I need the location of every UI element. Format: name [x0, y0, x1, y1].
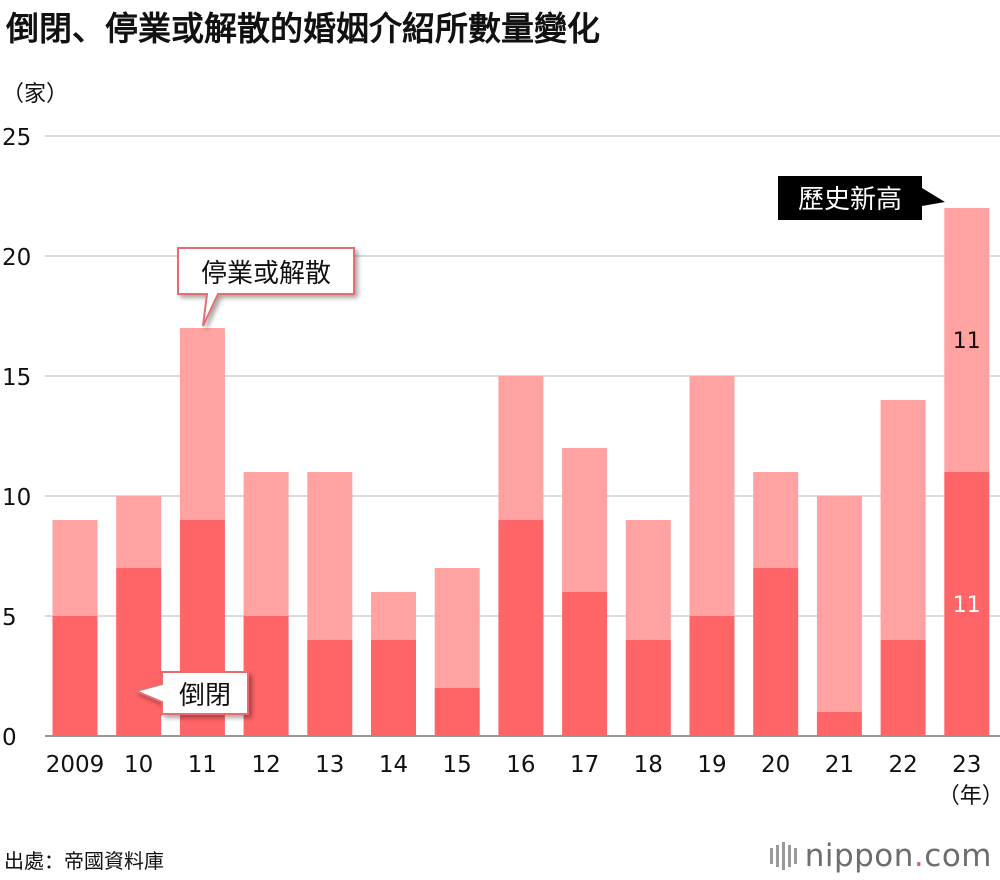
x-tick-label: 15 [443, 752, 472, 778]
x-tick-label: 21 [825, 752, 854, 778]
callout-bankrupt-box [132, 671, 249, 715]
bar-closed [689, 376, 735, 616]
x-tick-label: 10 [124, 752, 153, 778]
logo-mark-icon [769, 842, 797, 870]
callout-record-box [778, 176, 945, 220]
bar-bankrupt [944, 472, 990, 736]
bars [52, 208, 990, 736]
callout-bankrupt-text: 倒閉 [179, 681, 231, 711]
x-tick-label: 13 [315, 752, 344, 778]
nippon-logo: nippon.com [769, 838, 992, 874]
data-label: 11 [953, 593, 981, 618]
bar-bankrupt [52, 616, 98, 736]
x-tick-label: 23 [952, 752, 981, 778]
bar-closed [562, 448, 608, 592]
bar-closed [753, 472, 799, 568]
bar-closed [816, 496, 862, 712]
x-tick-label: 22 [888, 752, 917, 778]
callout-bankrupt: 倒閉 [132, 671, 249, 715]
callout-record-text: 歷史新高 [798, 185, 902, 215]
y-axis-ticks: 0 5 10 15 20 25 [2, 125, 31, 751]
bar-bankrupt [625, 640, 671, 736]
y-axis-unit-label: （家） [2, 82, 69, 107]
y-tick-label: 10 [2, 485, 31, 511]
y-tick-label: 25 [2, 125, 31, 151]
bar-bankrupt [880, 640, 926, 736]
x-tick-label: 17 [570, 752, 599, 778]
bar-bankrupt [689, 616, 735, 736]
source-note: 出處：帝國資料庫 [4, 849, 164, 873]
bar-closed [371, 592, 416, 640]
y-tick-label: 5 [2, 605, 17, 631]
x-tick-label: 11 [188, 752, 217, 778]
bar-closed [52, 520, 98, 616]
bar-closed [880, 400, 926, 640]
bar-closed [944, 208, 990, 472]
x-tick-label: 12 [251, 752, 280, 778]
bar-closed [498, 376, 544, 520]
bar-bankrupt [434, 688, 480, 736]
callout-record: 歷史新高 [778, 176, 945, 220]
bar-closed [179, 328, 225, 520]
x-tick-label: 19 [697, 752, 726, 778]
bar-closed [625, 520, 671, 640]
bar-bankrupt [562, 592, 608, 736]
data-label: 11 [953, 329, 981, 354]
callout-closed-text: 停業或解散 [201, 259, 331, 289]
x-axis-ticks: 2009 10 11 12 13 14 15 16 17 18 19 20 21 22 23 （年） [46, 752, 1000, 809]
bar-closed [307, 472, 353, 640]
bar-bankrupt [816, 712, 862, 736]
x-tick-label: 20 [761, 752, 790, 778]
x-tick-label: 2009 [46, 752, 105, 778]
callout-closed-box [177, 247, 355, 327]
data-labels: 11 11 [953, 329, 981, 618]
bar-bankrupt [243, 616, 289, 736]
y-tick-label: 0 [2, 725, 17, 751]
bar-closed [116, 496, 162, 568]
x-tick-label: 18 [634, 752, 663, 778]
y-tick-label: 20 [2, 245, 31, 271]
callout-closed: 停業或解散 [177, 247, 355, 327]
bar-closed [243, 472, 289, 616]
bar-bankrupt [371, 640, 416, 736]
y-tick-label: 15 [2, 365, 31, 391]
x-tick-label: 16 [506, 752, 535, 778]
bar-bankrupt [498, 520, 544, 736]
x-axis-unit-label: （年） [938, 784, 1000, 809]
bar-bankrupt [753, 568, 799, 736]
x-tick-label: 14 [379, 752, 408, 778]
logo-text: nippon.com [804, 838, 992, 874]
chart-title: 倒閉、停業或解散的婚姻介紹所數量變化 [6, 9, 600, 48]
bar-bankrupt [307, 640, 353, 736]
bar-bankrupt [116, 568, 162, 736]
bar-closed [434, 568, 480, 688]
